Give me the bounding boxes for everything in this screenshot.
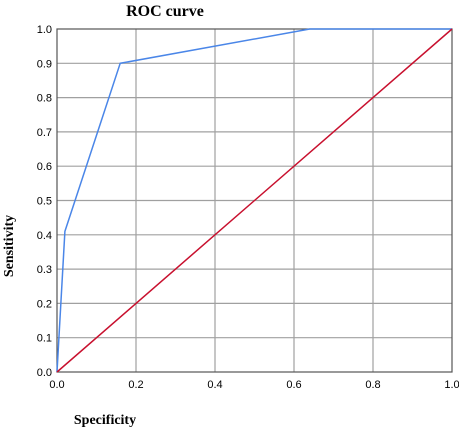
x-tick-label: 0.2 (128, 379, 143, 391)
y-tick-label: 0.5 (37, 196, 52, 208)
y-tick-label: 0.2 (37, 298, 52, 310)
y-tick-label: 0.9 (37, 58, 52, 70)
x-tick-label: 0.8 (365, 379, 380, 391)
y-tick-label: 1.0 (37, 24, 52, 36)
roc-curve-line (56, 28, 452, 373)
y-axis-label: Sensitivity (2, 215, 17, 277)
axes (56, 28, 453, 373)
y-tick-label: 0.4 (37, 230, 52, 242)
x-tick-label: 0.0 (49, 379, 64, 391)
plot-frame (56, 28, 453, 373)
reference-diagonal-line (56, 28, 453, 373)
y-tick-label: 0.0 (37, 367, 52, 379)
x-tick-label: 0.6 (286, 379, 301, 391)
chart-title: ROC curve (126, 3, 204, 20)
x-tick-label: 1.0 (444, 379, 459, 391)
series-lines (56, 28, 453, 373)
y-tick-label: 0.3 (37, 264, 52, 276)
y-tick-label: 0.1 (37, 333, 52, 345)
x-tick-label: 0.4 (207, 379, 222, 391)
y-tick-label: 0.7 (37, 127, 52, 139)
x-axis-label: Specificity (74, 413, 136, 428)
tick-labels: 0.0 0.2 0.4 0.6 0.8 1.0 0.0 0.1 0.2 0.3 0.4 0.5 0.6 0… (37, 24, 459, 391)
grid-lines (57, 29, 452, 372)
y-tick-label: 0.8 (37, 93, 52, 105)
y-tick-label: 0.6 (37, 161, 52, 173)
